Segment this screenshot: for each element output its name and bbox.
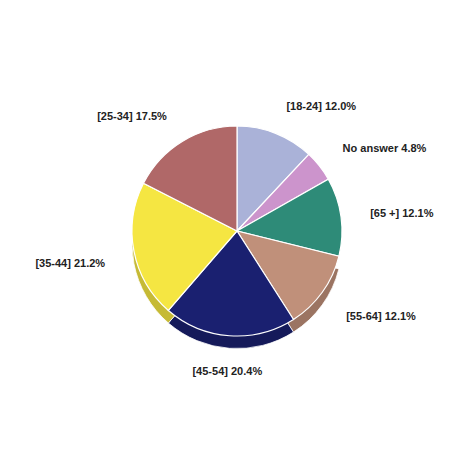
slice-label: [55-64] 12.1%	[346, 310, 416, 322]
slice-label: [35-44] 21.2%	[35, 257, 105, 269]
pie-slices	[132, 126, 342, 336]
slice-label: No answer 4.8%	[343, 142, 427, 154]
pie-slice	[143, 126, 237, 231]
slice-label: [65 +] 12.1%	[370, 207, 434, 219]
slice-label: [18-24] 12.0%	[286, 100, 356, 112]
labels: [18-24] 12.0% No answer 4.8% [65 +] 12.1% […	[35, 100, 433, 377]
slice-label: [45-54] 20.4%	[192, 365, 262, 377]
pie	[132, 126, 342, 349]
slice-label: [25-34] 17.5%	[97, 110, 167, 122]
chart: [18-24] 12.0% No answer 4.8% [65 +] 12.1% […	[0, 0, 474, 474]
